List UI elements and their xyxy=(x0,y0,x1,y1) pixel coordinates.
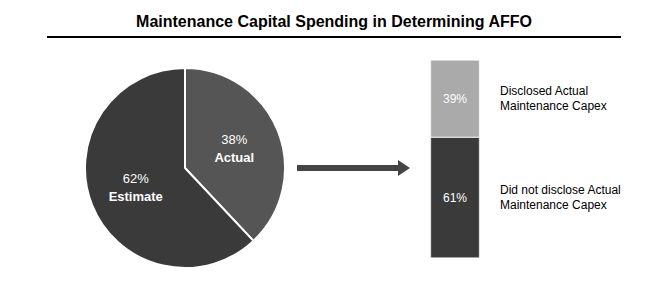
svg-text:Estimate: Estimate xyxy=(109,189,163,204)
svg-text:39%: 39% xyxy=(443,92,467,106)
svg-text:61%: 61% xyxy=(443,191,467,205)
svg-text:Maintenance Capex: Maintenance Capex xyxy=(500,198,607,212)
svg-text:Actual: Actual xyxy=(214,150,254,165)
svg-text:62%: 62% xyxy=(123,171,149,186)
svg-text:Maintenance Capital Spending i: Maintenance Capital Spending in Determin… xyxy=(136,13,532,30)
svg-text:Disclosed Actual: Disclosed Actual xyxy=(500,84,588,98)
svg-text:38%: 38% xyxy=(221,132,247,147)
svg-text:Did not disclose Actual: Did not disclose Actual xyxy=(500,183,621,197)
svg-text:Maintenance Capex: Maintenance Capex xyxy=(500,99,607,113)
